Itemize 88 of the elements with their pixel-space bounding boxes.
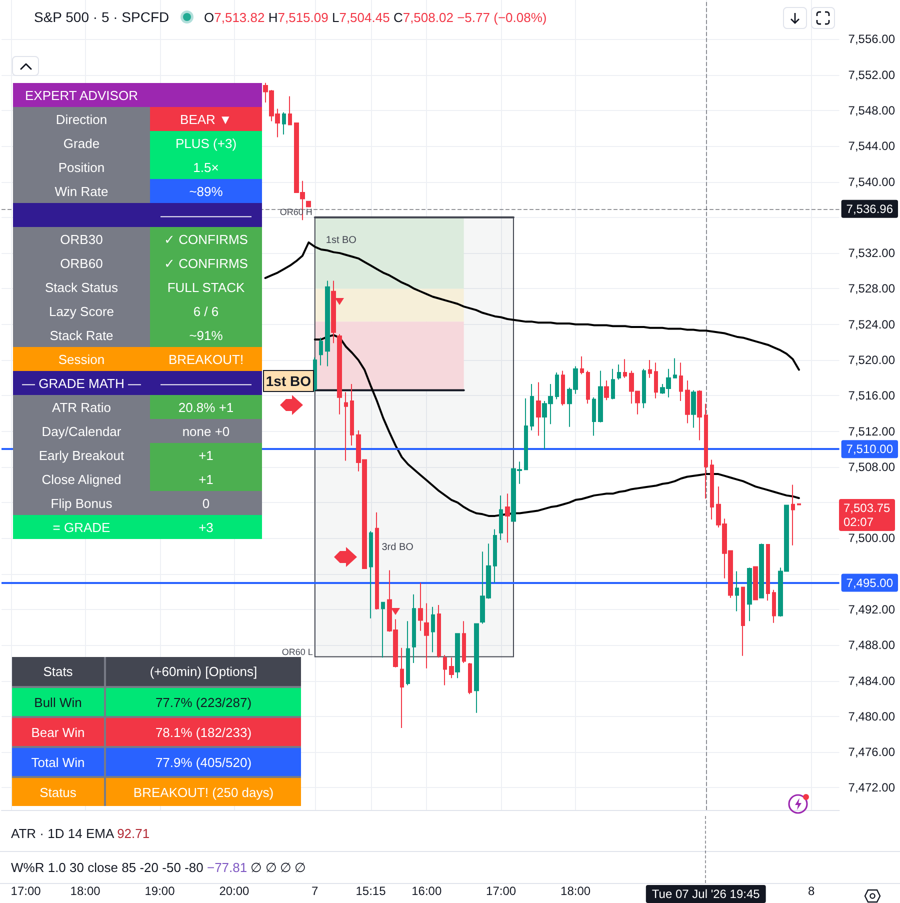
annotation: +3 [198,520,214,534]
annotation: ORB60 [60,256,103,270]
y-tick-label: 7,532.00 [848,246,896,260]
x-tick-label: 18:00 [70,884,101,898]
annotation: Stack Status [45,280,118,294]
y-tick-label: 7,544.00 [848,139,896,154]
annotation: BEAR ▼ [180,112,232,126]
y-tick-label: 7,552.00 [848,68,896,82]
annotation: +1 [198,472,214,486]
annotation: 1st BO [262,370,314,392]
y-tick-label: 7,540.00 [848,174,896,189]
annotation: ——————— [160,208,252,222]
annotation: ATR Ratio [52,400,111,414]
ref-line-label: 7,536.96 [846,202,894,216]
y-tick-label: 7,480.00 [848,709,896,724]
ref-line-label: 7,495.00 [846,576,894,590]
annotation: 78.1% (182/233) [155,724,252,740]
text: ATR · 1D 14 EMA 92.71 [11,826,150,841]
annotation: ✓ CONFIRMS [164,256,248,270]
y-tick-label: 7,556.00 [848,32,896,46]
annotation: BREAKOUT! (250 days) [133,784,274,800]
annotation: 0 [202,496,210,510]
annotation: Close Aligned [42,472,122,486]
annotation: OR60 L [282,646,313,658]
y-tick-label: 7,548.00 [848,103,896,118]
ref-line-label: 7,510.00 [846,442,894,456]
annotation: (+60min) [Options] [150,664,258,679]
x-tick-label: 7 [312,884,319,898]
annotation: ~89% [189,184,223,198]
annotation: = GRADE [52,520,110,534]
x-tick-label: 8 [808,884,816,898]
x-tick-label: 19:00 [144,884,176,898]
annotation: +1 [198,448,214,462]
annotation: Status [40,784,76,800]
text: EXPERT ADVISOR [25,88,138,102]
annotation: FULL STACK [167,280,245,294]
annotation: 20.8% +1 [178,400,234,414]
annotation: Day/Calendar [42,424,122,438]
text: S&P 500 · 5 · SPCFD [34,9,170,26]
annotation: Grade [63,136,100,150]
y-tick-label: 7,520.00 [848,353,896,367]
annotation: — GRADE MATH — [22,376,141,390]
y-tick-label: 7,488.00 [848,638,896,652]
annotation: Total Win [31,754,85,770]
y-tick-label: 7,500.00 [848,531,896,546]
annotation: 6 / 6 [193,304,219,318]
annotation: Lazy Score [48,304,114,318]
y-tick-label: 7,476.00 [848,745,896,760]
annotation: none +0 [182,424,230,438]
annotation: Bull Win [34,694,82,710]
y-tick-label: 7,492.00 [848,602,896,617]
x-tick-label: 20:00 [219,884,250,898]
text: O7,513.82 H7,515.09 L7,504.45 C7,508.02 −5.77 (−0.08%) [204,10,547,25]
text: 7,503.75 02:07 [838,499,896,531]
annotation: ORB30 [60,232,103,246]
y-tick-label: 7,472.00 [848,780,896,795]
annotation: ——————— [160,376,252,390]
text: Stats [43,664,73,679]
x-tick-label: 17:00 [486,884,516,898]
y-tick-label: 7,484.00 [848,674,896,688]
annotation: 1.5× [193,160,219,174]
x-tick-label: 17:00 [10,884,42,898]
x-tick-label: Tue 07 Jul '26 19:45 [652,887,760,901]
y-tick-label: 7,528.00 [848,282,896,296]
x-tick-label: 18:00 [560,884,591,898]
y-tick-label: 7,508.00 [848,460,896,474]
annotation: 1st BO [326,235,356,248]
y-tick-label: 7,524.00 [848,317,896,332]
annotation: PLUS (+3) [175,136,237,150]
y-tick-label: 7,512.00 [848,424,896,438]
annotation: Session [58,352,105,366]
y-tick-label: 7,516.00 [848,388,896,403]
annotation: 77.9% (405/520) [155,754,252,770]
annotation: ~91% [189,328,223,342]
annotation: Direction [56,112,108,126]
annotation: Win Rate [54,184,108,198]
annotation: Early Breakout [38,448,124,462]
annotation: BREAKOUT! [168,352,244,366]
text: W%R 1.0 30 close 85 -20 -50 -80 −77.81 ∅ ∅ ∅ ∅ [11,860,306,875]
annotation: 77.7% (223/287) [155,694,252,710]
x-tick-label: 16:00 [412,884,442,898]
annotation: Stack Rate [50,328,114,342]
annotation: ✓ CONFIRMS [164,232,248,246]
x-tick-label: 15:15 [356,884,386,898]
annotation: Flip Bonus [50,496,112,510]
annotation: 3rd BO [382,542,414,554]
annotation: Bear Win [31,724,85,740]
annotation: Position [58,160,105,174]
